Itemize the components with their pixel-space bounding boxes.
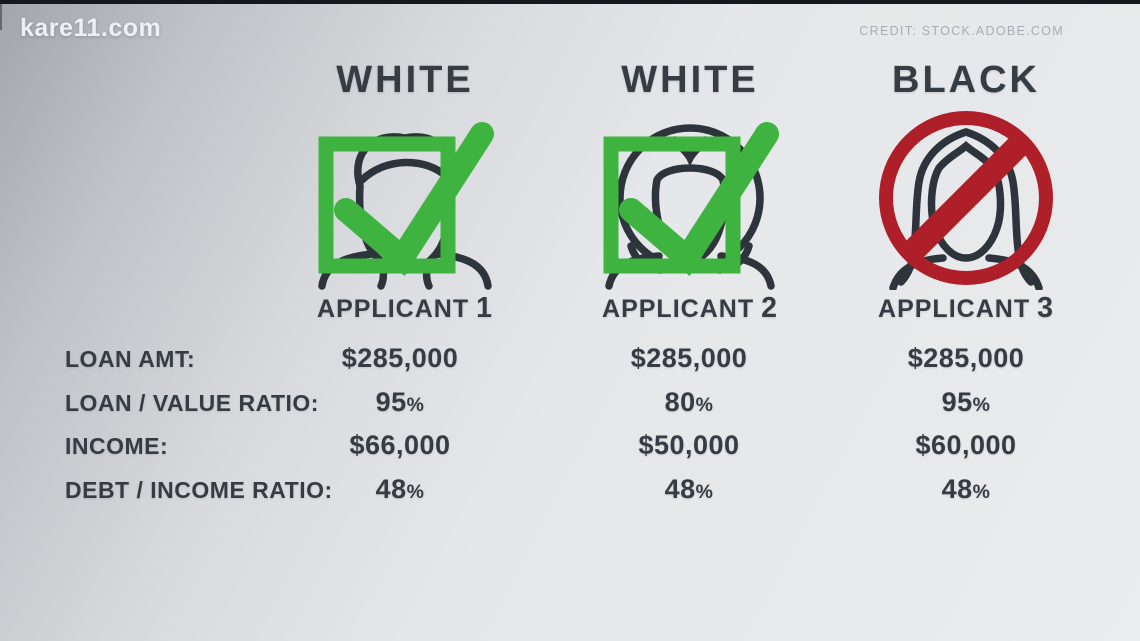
ratio-value: 48 (941, 474, 973, 504)
applicant-column-1: WHITE APPLICANT 1 (275, 59, 535, 325)
income-applicant-3: $60,000 (915, 430, 1017, 460)
debt-income-ratio-applicant-3: 48% (942, 474, 991, 505)
station-bug: kare11.com (20, 14, 162, 42)
percent-sign: % (972, 481, 991, 503)
loan-value-ratio-applicant-2: 80% (665, 387, 714, 418)
ratio-value: 48 (375, 474, 407, 504)
row-label: DEBT / INCOME RATIO: (65, 477, 333, 503)
red-no-symbol-icon (879, 110, 1053, 285)
video-top-edge (0, 0, 1140, 4)
loan-amt-applicant-2: $285,000 (630, 343, 748, 373)
applicant-label: APPLICANT 3 (878, 292, 1054, 325)
table-row-loan-value-ratio: LOAN / VALUE RATIO: 95% 80% 95% (0, 387, 1140, 419)
applicant-column-2: WHITE APPLICANT 2 (560, 59, 820, 325)
ratio-value: 48 (664, 474, 696, 504)
ratio-value: 95 (375, 387, 407, 417)
race-heading: WHITE (336, 59, 474, 101)
applicant-label: APPLICANT 2 (602, 292, 778, 325)
percent-sign: % (406, 481, 425, 503)
applicant-word: APPLICANT (878, 294, 1031, 323)
race-heading: WHITE (621, 59, 759, 101)
row-label: INCOME: (65, 433, 169, 459)
green-checkbox-icon (318, 121, 494, 276)
race-heading: BLACK (892, 59, 1040, 101)
table-row-debt-income-ratio: DEBT / INCOME RATIO: 48% 48% 48% (0, 474, 1140, 506)
female-applicant-denied-icon (871, 106, 1061, 290)
green-checkbox-icon (603, 121, 779, 276)
percent-sign: % (695, 394, 714, 416)
applicant-number: 2 (761, 291, 778, 324)
percent-sign: % (406, 394, 425, 416)
female-long-hair-head-outline-icon (889, 128, 1043, 290)
loan-amt-applicant-3: $285,000 (907, 343, 1025, 373)
image-credit: CREDIT: STOCK.ADOBE.COM (859, 24, 1064, 38)
ratio-value: 80 (664, 387, 696, 417)
applicant-number: 3 (1037, 291, 1054, 324)
debt-income-ratio-applicant-2: 48% (665, 474, 714, 505)
applicant-number: 1 (476, 291, 493, 324)
video-left-edge (0, 4, 2, 30)
loan-amt-applicant-1: $285,000 (341, 343, 459, 373)
loan-value-ratio-applicant-3: 95% (942, 387, 991, 418)
female-applicant-approved-icon (595, 106, 785, 290)
debt-income-ratio-applicant-1: 48% (376, 474, 425, 505)
income-applicant-1: $66,000 (349, 430, 451, 460)
percent-sign: % (972, 394, 991, 416)
row-label: LOAN AMT: (65, 346, 196, 372)
loan-value-ratio-applicant-1: 95% (376, 387, 425, 418)
income-applicant-2: $50,000 (638, 430, 740, 460)
ratio-value: 95 (941, 387, 973, 417)
table-row-income: INCOME: $66,000 $50,000 $60,000 (0, 430, 1140, 462)
applicant-column-3: BLACK APPLICANT 3 (836, 59, 1096, 325)
table-row-loan-amt: LOAN AMT: $285,000 $285,000 $285,000 (0, 343, 1140, 375)
row-label: LOAN / VALUE RATIO: (65, 390, 319, 416)
percent-sign: % (695, 481, 714, 503)
applicant-label: APPLICANT 1 (317, 292, 493, 325)
male-applicant-approved-icon (310, 106, 500, 290)
applicant-word: APPLICANT (317, 294, 470, 323)
applicant-word: APPLICANT (602, 294, 755, 323)
